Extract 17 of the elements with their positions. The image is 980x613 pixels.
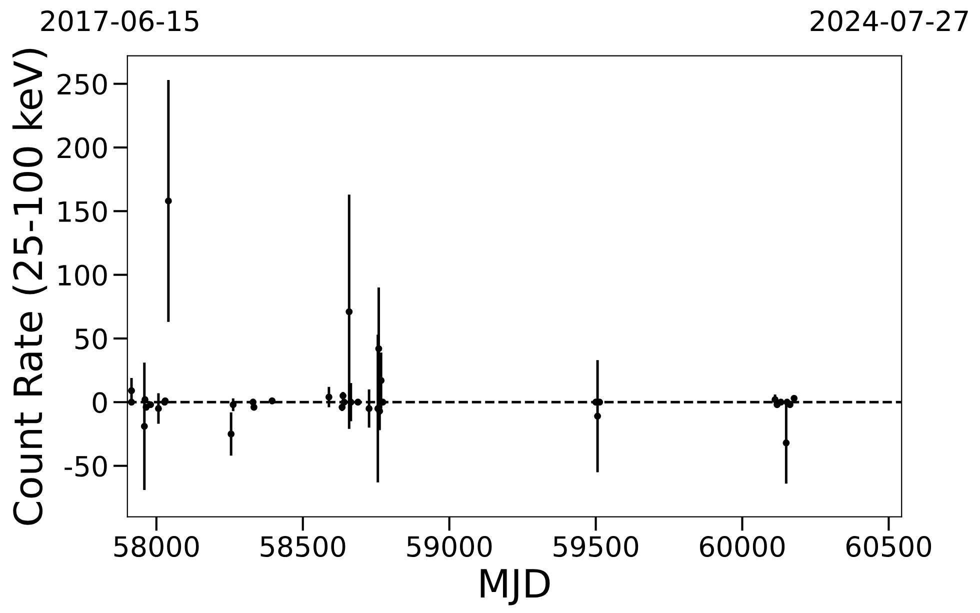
x-tick-label: 58000 [114,536,199,558]
x-tick-label: 58500 [260,536,346,558]
x-tick-label: 59000 [407,536,492,558]
x-axis-title: MJD [480,569,550,606]
y-tick-label: 150 [58,201,107,222]
x-tick-label: 60000 [700,536,785,558]
y-tick-label: 200 [58,137,107,158]
x-tick-label: 59500 [554,536,638,558]
y-axis-title: Count Rate (25-100 keV) [12,48,48,525]
y-tick-label: 0 [92,392,107,414]
y-tick-label: -50 [64,456,107,477]
text: 2024-07-27 [810,10,968,32]
x-tick-label: 60500 [846,536,932,558]
text: 2017-06-15 [41,10,198,32]
y-tick-label: 250 [58,74,107,95]
y-tick-label: 100 [58,264,107,286]
y-tick-label: 50 [75,328,107,350]
